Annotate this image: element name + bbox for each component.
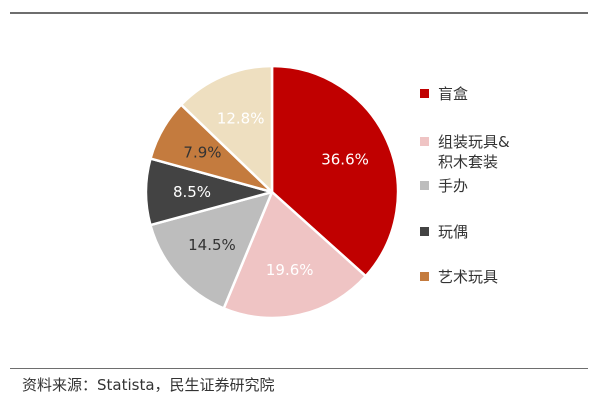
legend-swatch-blind-box (420, 89, 429, 98)
legend-item-figures: 手办 (420, 176, 468, 196)
pie-chart: 36.6% 19.6% 14.5% 8.5% 7.9% 12.8% (144, 64, 400, 320)
legend-label-assembly-toys: 组装玩具& 积木套装 (438, 133, 510, 171)
legend-label-blind-box: 盲盒 (438, 85, 469, 103)
legend-item-art-toys: 艺术玩具 (420, 267, 498, 287)
pie-label-assembly-toys: 19.6% (266, 261, 314, 279)
legend-label-dolls: 玩偶 (438, 223, 469, 241)
pie-label-dolls: 8.5% (173, 183, 211, 201)
pie-slice-figures (149, 190, 274, 310)
legend-label-figures: 手办 (438, 177, 469, 195)
legend-item-dolls: 玩偶 (420, 222, 468, 242)
legend-swatch-art-toys (420, 272, 429, 281)
legend-swatch-figures (420, 181, 429, 190)
source-note: 资料来源：Statista，民生证券研究院 (22, 376, 275, 394)
pie-label-figures: 14.5% (188, 236, 236, 254)
legend-label-art-toys: 艺术玩具 (438, 268, 499, 286)
pie-slice-other (179, 64, 274, 194)
top-rule (10, 12, 588, 14)
legend-swatch-assembly-toys (420, 137, 429, 146)
legend-swatch-dolls (420, 227, 429, 236)
pie-slice-blind-box (270, 64, 400, 278)
pie-label-art-toys: 7.9% (183, 143, 221, 161)
pie-label-blind-box: 36.6% (321, 150, 369, 168)
legend-item-blind-box: 盲盒 (420, 84, 468, 104)
pie-label-other: 12.8% (217, 109, 265, 127)
legend-item-assembly-toys: 组装玩具& 积木套装 (420, 132, 510, 172)
bottom-rule (10, 368, 588, 369)
